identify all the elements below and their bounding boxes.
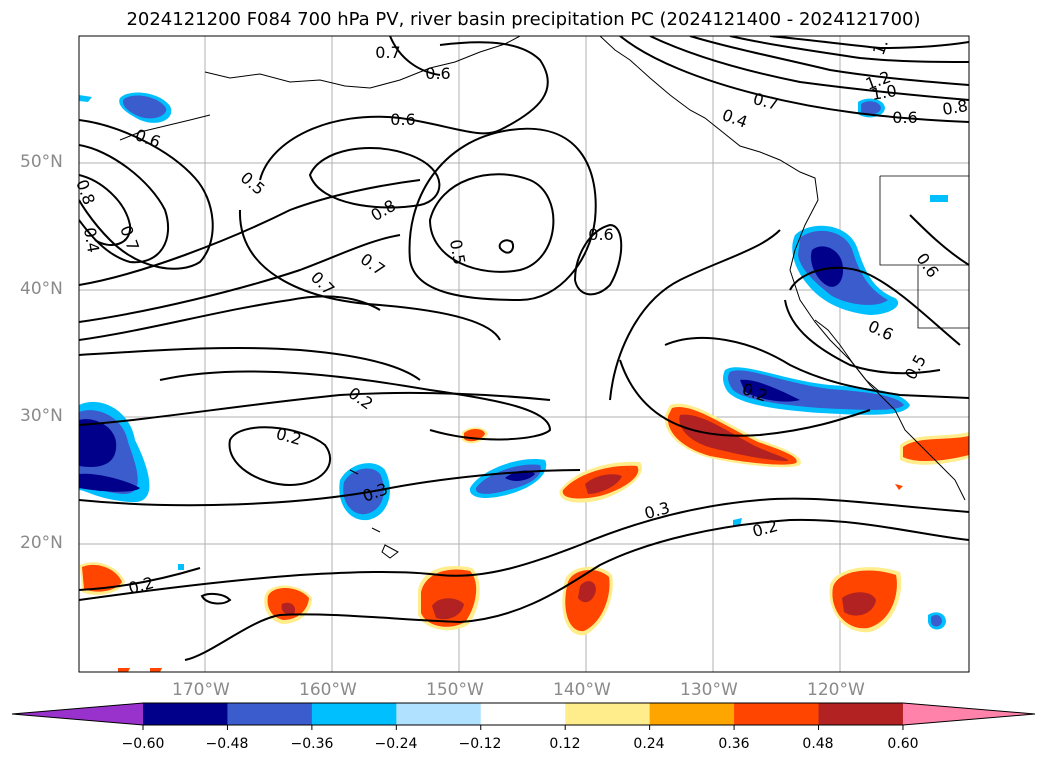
lon-label: 140°W (553, 680, 611, 700)
colorbar-extension-low (12, 703, 143, 725)
colorbar-tick-label: 0.24 (633, 736, 665, 752)
contour-label: 0.6 (865, 316, 896, 344)
contour-label: 0.6 (390, 110, 415, 129)
contour-label: 0.6 (588, 225, 613, 244)
colorbar-segment (227, 703, 313, 725)
colorbar-segment (818, 703, 904, 725)
lat-label: 30°N (20, 406, 63, 426)
contour-label: 0.7 (357, 249, 389, 279)
colorbar-segment (143, 703, 228, 725)
colorbar-tick-label: 0.12 (549, 736, 581, 752)
colorbar-segment (396, 703, 482, 725)
contour-label: 0.4 (720, 105, 750, 132)
colorbar (11, 702, 1036, 730)
contour-label: 0.5 (237, 168, 269, 199)
contour-label: 0.2 (345, 383, 377, 413)
contour-label: 0.3 (642, 498, 672, 523)
contour-label: 0.2 (126, 573, 156, 598)
contour-label: 0.8 (941, 96, 969, 119)
contour-label: 0.2 (274, 424, 304, 449)
colorbar-tick-label: −0.24 (374, 736, 418, 752)
contour-label: 0.6 (913, 249, 943, 281)
positive-precip-patches (80, 403, 969, 672)
contour-label: 0.2 (750, 516, 780, 541)
pv-contours (79, 36, 969, 661)
contour-label: 0.7 (375, 43, 400, 62)
contour-label: 0.8 (367, 196, 399, 225)
colorbar-segment (480, 703, 566, 725)
colorbar-tick-label: −0.48 (205, 736, 249, 752)
lon-label: 120°W (807, 680, 865, 700)
lon-label: 150°W (426, 680, 484, 700)
colorbar-segment (734, 703, 820, 725)
negative-precip-patches (79, 92, 948, 630)
lon-label: 170°W (172, 680, 230, 700)
contour-label: 0.7 (307, 268, 338, 299)
contour-label: 0.5 (446, 238, 469, 266)
lat-label: 20°N (20, 533, 63, 553)
colorbar-tick-label: −0.60 (121, 736, 165, 752)
colorbar-tick-label: 0.36 (718, 736, 750, 752)
lat-label: 50°N (20, 152, 63, 172)
map-frame (78, 35, 970, 673)
contour-label: 1. (869, 37, 892, 58)
contour-label: 1.0 (870, 81, 898, 104)
colorbar-tick-label: 0.60 (887, 736, 919, 752)
coastlines (119, 36, 969, 559)
contour-label: 0.7 (751, 89, 781, 114)
grid-lines (79, 36, 969, 672)
colorbar-tick-label: −0.36 (290, 736, 334, 752)
colorbar-segment (311, 703, 397, 725)
lat-label: 40°N (20, 279, 63, 299)
lon-label: 130°W (680, 680, 738, 700)
map-title: 2024121200 F084 700 hPa PV, river basin … (126, 9, 921, 30)
colorbar-tick-label: −0.12 (458, 736, 502, 752)
contour-label: 0.5 (901, 351, 930, 383)
colorbar-segment (565, 703, 651, 725)
contour-label: 0.6 (892, 108, 917, 127)
pv-contour-labels: 0.70.60.60.60.50.80.50.80.70.40.70.70.60… (72, 37, 969, 598)
colorbar-segment (649, 703, 735, 725)
colorbar-extension-high (902, 703, 1035, 725)
lon-label: 160°W (299, 680, 357, 700)
contour-label: 0.6 (425, 64, 450, 83)
colorbar-tick-label: 0.48 (802, 736, 834, 752)
contour-label: 0.4 (80, 226, 103, 254)
